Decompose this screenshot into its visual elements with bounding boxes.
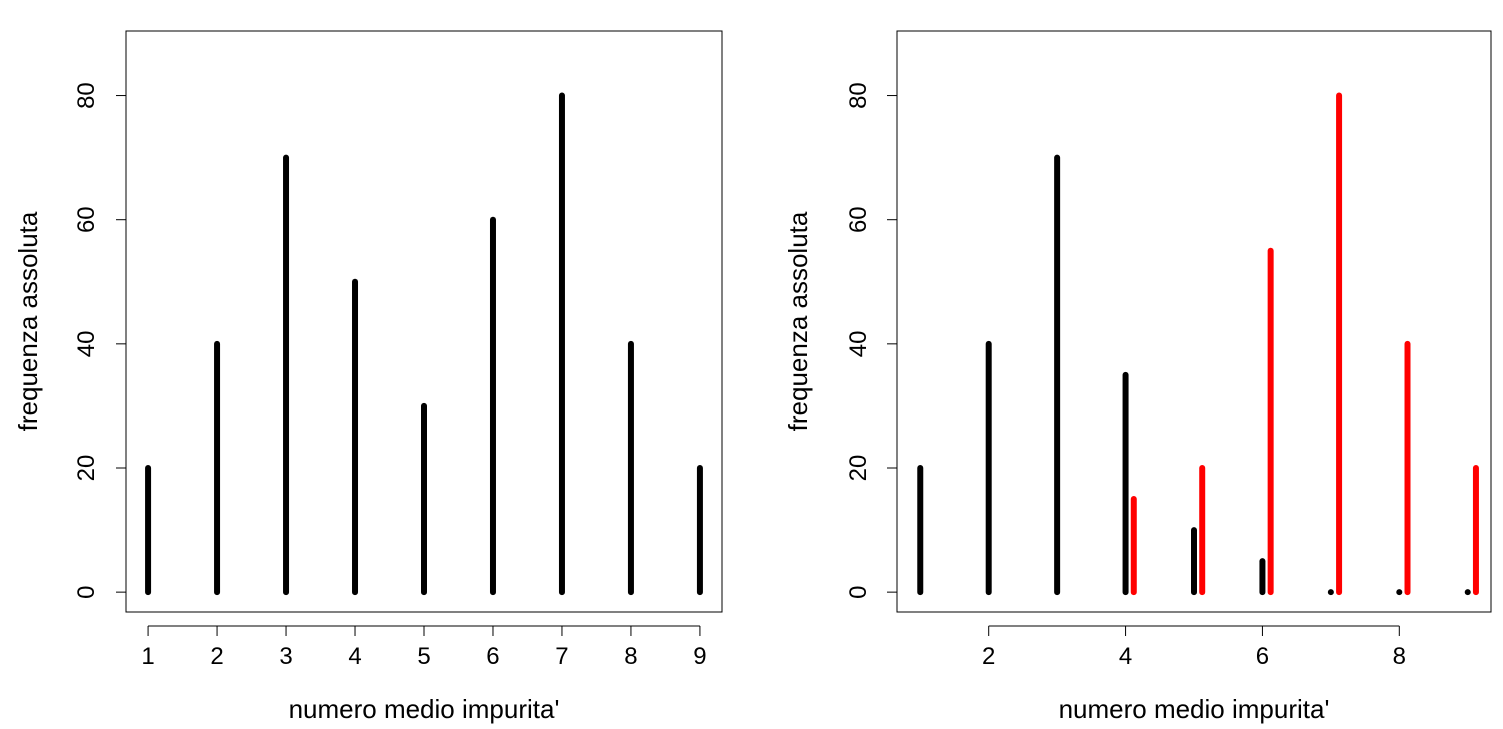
series-2 [1130, 92, 1479, 596]
chart-panel-2: 0 20 40 60 80 2 4 6 8 numero medio impurita' frequ… [783, 30, 1492, 724]
y-axis-label: frequenza assoluta [13, 211, 43, 431]
x-tick-label: 4 [1119, 643, 1132, 670]
chart-panel-1: 0 20 40 60 80 1 2 3 4 5 6 7 8 9 numero medio impurita'… [13, 30, 723, 724]
x-axis-label: numero medio impurita' [289, 694, 560, 724]
x-tick-label: 3 [279, 643, 292, 670]
series-1 [917, 154, 1471, 596]
x-tick-label: 9 [693, 643, 706, 670]
x-tick-label: 5 [417, 643, 430, 670]
x-tick-label: 6 [1256, 643, 1269, 670]
y-tick-label: 60 [73, 206, 100, 233]
y-tick-label: 40 [845, 330, 872, 357]
x-tick-label: 6 [486, 643, 499, 670]
y-tick-label: 0 [845, 585, 872, 598]
x-tick-label: 4 [348, 643, 361, 670]
x-tick-label: 2 [210, 643, 223, 670]
y-tick-label: 80 [73, 82, 100, 109]
y-axis-label: frequenza assoluta [783, 211, 813, 431]
y-tick-label: 0 [73, 585, 100, 598]
y-tick-label: 40 [73, 330, 100, 357]
y-tick-label: 80 [845, 82, 872, 109]
y-tick-label: 20 [845, 455, 872, 482]
y-tick-label: 20 [73, 455, 100, 482]
x-tick-label: 2 [982, 643, 995, 670]
x-tick-label: 8 [624, 643, 637, 670]
x-tick-label: 7 [555, 643, 568, 670]
x-axis-label: numero medio impurita' [1059, 694, 1330, 724]
x-tick-label: 1 [141, 643, 154, 670]
series-1 [145, 92, 703, 596]
y-tick-label: 60 [845, 206, 872, 233]
x-tick-label: 8 [1393, 643, 1406, 670]
